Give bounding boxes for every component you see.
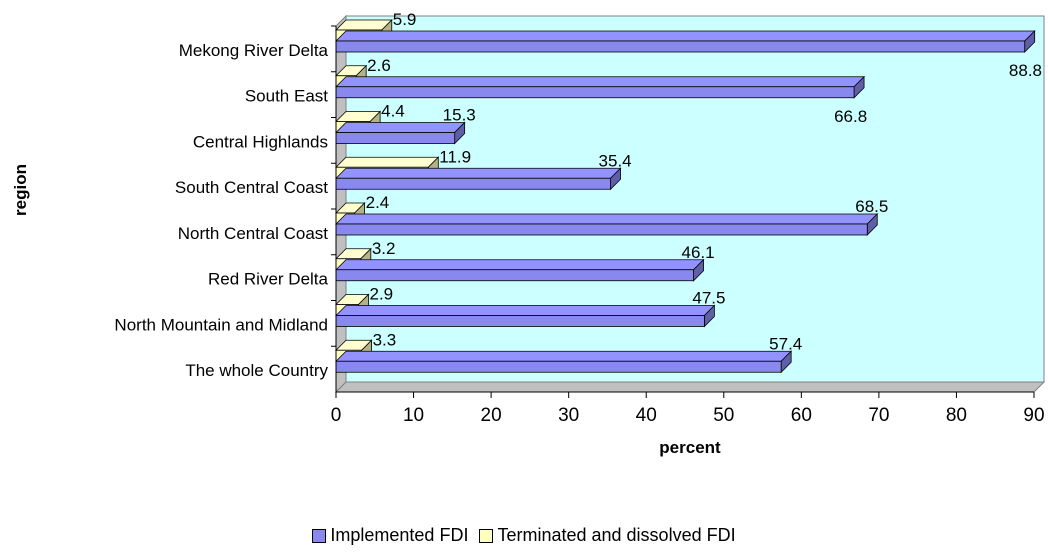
data-label-terminated-and-dissolved-fdi-north-mountain-and-midland: 2.9 (369, 285, 393, 304)
x-tick-label-30: 30 (558, 405, 579, 426)
x-axis-title: percent (659, 438, 721, 457)
x-tick-label-60: 60 (791, 405, 812, 426)
data-label-implemented-fdi-mekong-river-delta: 88.8 (1009, 61, 1042, 80)
bar-implemented-fdi-the-whole-country (335, 360, 782, 373)
legend-label-implemented: Implemented FDI (330, 525, 469, 545)
bar-implemented-fdi-north-central-coast (335, 223, 868, 236)
bar-implemented-fdi-north-central-coast-top (335, 213, 879, 225)
data-label-implemented-fdi-north-mountain-and-midland: 47.5 (692, 289, 725, 308)
bar-implemented-fdi-the-whole-country-top (335, 350, 793, 362)
data-label-implemented-fdi-south-east: 66.8 (834, 107, 867, 126)
data-label-terminated-and-dissolved-fdi-south-central-coast: 11.9 (439, 147, 471, 166)
category-label-north-central-coast: North Central Coast (178, 224, 329, 243)
plot-floor (334, 381, 1046, 393)
bar-implemented-fdi-south-central-coast-top (335, 167, 622, 179)
data-label-terminated-and-dissolved-fdi-mekong-river-delta: 5.9 (393, 10, 417, 29)
x-tick-label-70: 70 (868, 405, 889, 426)
data-label-implemented-fdi-north-central-coast: 68.5 (855, 197, 888, 216)
bar-implemented-fdi-south-east-top (335, 76, 866, 88)
bar-implemented-fdi-central-highlands (335, 132, 456, 144)
data-label-terminated-and-dissolved-fdi-north-central-coast: 2.4 (366, 193, 390, 212)
bar-implemented-fdi-mekong-river-delta (335, 40, 1026, 53)
plot-back-wall (345, 15, 1045, 383)
category-label-south-central-coast: South Central Coast (175, 178, 328, 197)
x-tick-label-20: 20 (481, 405, 502, 426)
category-label-mekong-river-delta: Mekong River Delta (179, 41, 329, 60)
bar-implemented-fdi-south-central-coast (335, 177, 611, 190)
y-axis-title: region (11, 164, 30, 216)
x-tick-label-80: 80 (946, 405, 967, 426)
x-tick-label-50: 50 (713, 405, 734, 426)
bar-implemented-fdi-red-river-delta-top (335, 259, 705, 271)
category-label-red-river-delta: Red River Delta (208, 270, 329, 289)
bar-implemented-fdi-mekong-river-delta-top (335, 30, 1036, 42)
bar-implemented-fdi-north-mountain-and-midland-top (335, 305, 716, 316)
x-tick-label-10: 10 (403, 405, 424, 426)
category-label-central-highlands: Central Highlands (193, 132, 328, 151)
bar-terminated-and-dissolved-fdi-south-central-coast-top (335, 156, 440, 168)
data-label-terminated-and-dissolved-fdi-red-river-delta: 3.2 (372, 239, 396, 258)
bar-implemented-fdi-north-mountain-and-midland (335, 315, 705, 327)
x-tick-label-0: 0 (331, 405, 342, 426)
x-tick-label-90: 90 (1023, 405, 1044, 426)
data-label-implemented-fdi-red-river-delta: 46.1 (682, 243, 715, 262)
legend-label-terminated: Terminated and dissolved FDI (497, 525, 736, 545)
data-label-terminated-and-dissolved-fdi-the-whole-country: 3.3 (373, 330, 397, 349)
legend-swatch-implemented (312, 528, 327, 543)
data-label-terminated-and-dissolved-fdi-south-east: 2.6 (367, 56, 391, 75)
x-tick-label-40: 40 (636, 405, 657, 426)
category-label-the-whole-country: The whole Country (185, 361, 328, 380)
data-label-implemented-fdi-central-highlands: 15.3 (443, 106, 476, 125)
legend-item-terminated: Terminated and dissolved FDI (479, 525, 736, 546)
bar-implemented-fdi-south-east (335, 86, 855, 99)
category-label-south-east: South East (245, 87, 328, 106)
data-label-terminated-and-dissolved-fdi-central-highlands: 4.4 (381, 102, 405, 121)
category-label-north-mountain-and-midland: North Mountain and Midland (114, 315, 328, 334)
bar-implemented-fdi-red-river-delta (335, 269, 694, 282)
legend-swatch-terminated (479, 528, 494, 543)
legend: Implemented FDI Terminated and dissolved… (0, 525, 1048, 548)
data-label-implemented-fdi-south-central-coast: 35.4 (599, 151, 632, 170)
data-label-implemented-fdi-the-whole-country: 57.4 (769, 334, 802, 353)
legend-item-implemented: Implemented FDI (312, 525, 468, 546)
